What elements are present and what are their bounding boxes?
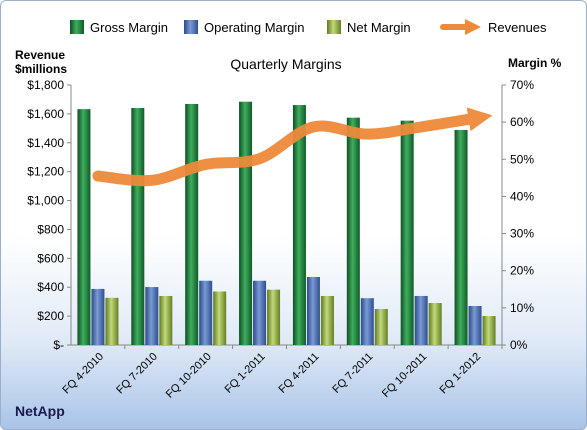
point-revenues [97,175,99,177]
bar-operating-margin [91,288,105,345]
bar-net-margin [267,289,281,345]
x-tick-label: FQ 4-2011 [276,351,321,396]
bar-operating-margin [468,306,482,345]
legend-label-gross-margin: Gross Margin [90,20,168,35]
right-tick-label: 50% [510,152,534,166]
legend-label-revenues: Revenues [488,20,547,35]
point-revenues [205,163,207,165]
company-name: NetApp [15,403,65,419]
right-tick-label: 60% [510,115,534,129]
left-tick-label: $600 [37,251,64,265]
bar-operating-margin [306,277,320,345]
bar-gross-margin [454,129,468,345]
x-tick-label: FQ 10-2010 [164,351,214,401]
right-tick-label: 10% [510,301,534,315]
chart-title: Quarterly Margins [230,56,341,72]
x-tick-label: FQ 1-2011 [223,351,268,396]
right-tick-label: 30% [510,227,534,241]
left-tick-label: $200 [37,309,64,323]
bar-gross-margin [346,117,360,345]
point-revenues [312,126,314,128]
bar-operating-margin [199,280,213,345]
legend-label-net-margin: Net Margin [347,20,411,35]
left-tick-label: $1,400 [27,136,64,150]
point-revenues [474,117,476,119]
x-tick-label: FQ 7-2011 [330,351,375,396]
x-tick-label: FQ 4-2010 [60,351,106,397]
legend-label-operating-margin: Operating Margin [204,20,304,35]
x-tick-label: FQ 7-2010 [114,351,160,397]
legend: Gross Margin Operating Margin Net Margin… [70,19,547,35]
left-tick-label: $1,200 [27,165,64,179]
bar-net-margin [320,295,334,345]
plot-area: $- $200 $400 $600 $800 $1,000 $1,200 $1,400 $1,6… [27,78,534,401]
bar-gross-margin [131,108,145,346]
legend-arrow-revenues [465,19,481,35]
right-axis-title: Margin % [508,56,562,70]
x-tick-label: FQ 10-2011 [380,351,429,400]
legend-swatch-gross-margin [70,20,84,34]
left-tick-label: $1,600 [27,107,64,121]
bar-gross-margin [185,103,199,345]
left-tick-label: $- [53,338,64,352]
legend-swatch-net-margin [327,20,341,34]
left-tick-label: $1,800 [27,78,64,92]
bar-net-margin [482,316,496,345]
bar-operating-margin [253,280,267,345]
line-revenues [92,107,493,187]
point-revenues [259,158,261,160]
bar-net-margin [428,303,442,345]
bar-net-margin [159,295,173,345]
bar-gross-margin [239,101,253,345]
bar-operating-margin [414,295,428,345]
right-tick-label: 70% [510,78,534,92]
point-revenues [420,126,422,128]
bar-operating-margin [360,298,374,345]
left-tick-label: $800 [37,222,64,236]
x-tick-label: FQ 1-2012 [438,351,484,397]
bar-gross-margin [292,105,306,345]
right-tick-label: 40% [510,189,534,203]
right-tick-label: 0% [510,338,528,352]
point-revenues [366,133,368,135]
legend-swatch-operating-margin [184,20,198,34]
left-tick-label: $400 [37,280,64,294]
left-axis-title-line2: $millions [15,62,67,76]
bar-net-margin [374,308,388,345]
bar-operating-margin [145,287,159,345]
bar-gross-margin [400,120,414,346]
bar-net-margin [213,291,227,345]
right-tick-label: 20% [510,264,534,278]
bar-gross-margin [77,109,91,346]
point-revenues [151,179,153,181]
left-axis-title-line1: Revenue [15,48,65,62]
left-tick-label: $1,000 [27,194,64,208]
bar-net-margin [105,297,119,345]
